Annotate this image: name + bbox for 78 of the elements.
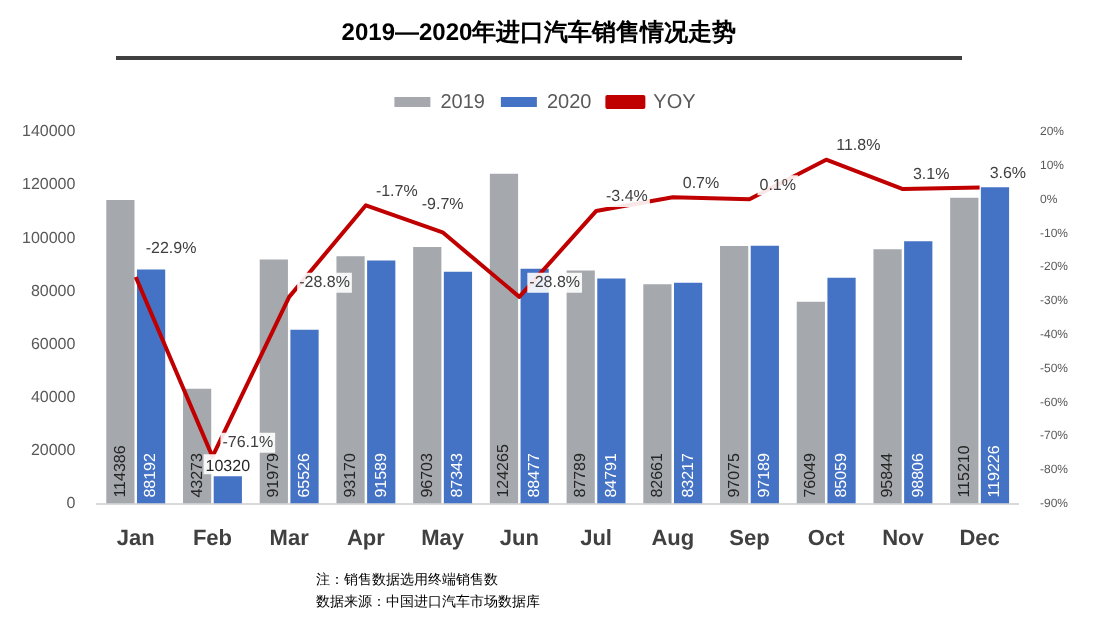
bar (106, 199, 135, 504)
y-tick-label: 120000 (21, 175, 77, 194)
data-label: 88192 (141, 452, 160, 498)
data-label: 98806 (908, 452, 927, 498)
data-label: 87789 (571, 452, 590, 498)
bar (367, 260, 396, 504)
data-label: -28.8% (529, 273, 581, 292)
data-label: -9.7% (421, 194, 464, 213)
data-label: 124265 (494, 443, 513, 498)
data-label: 0.7% (682, 173, 720, 192)
data-label: 119226 (985, 444, 1004, 498)
data-label: 93170 (340, 452, 359, 498)
data-label: 88477 (525, 452, 544, 498)
bar (443, 271, 473, 504)
data-label: -1.7% (375, 181, 418, 200)
bar (213, 476, 242, 504)
data-label: 3.6% (989, 163, 1027, 182)
data-label: 10320 (205, 456, 252, 475)
x-tick-label: Mar (269, 526, 311, 551)
bar (873, 249, 902, 504)
bar (904, 241, 933, 504)
bar (290, 329, 319, 504)
data-label: 84791 (601, 452, 620, 498)
legend-label: YOY (653, 91, 697, 114)
x-tick-label: Jun (499, 526, 540, 551)
x-tick-label: May (421, 526, 466, 551)
data-label: 83217 (678, 452, 697, 498)
bar (796, 301, 825, 504)
x-tick-label: Apr (346, 526, 387, 551)
x-tick-label: Sep (729, 526, 771, 551)
data-label: -22.9% (145, 239, 197, 258)
y-tick-label: 80000 (30, 281, 77, 300)
bar (980, 187, 1010, 504)
legend-label: 2020 (546, 91, 593, 114)
bar (750, 245, 779, 504)
x-tick-label: Aug (651, 526, 695, 551)
data-label: -3.4% (606, 187, 648, 206)
data-label: -76.1% (222, 433, 274, 452)
bar (413, 246, 442, 504)
data-label: 0.1% (759, 175, 796, 194)
x-tick-label: Jul (580, 526, 612, 551)
data-label: 43273 (187, 452, 206, 498)
data-label: 65526 (294, 452, 313, 498)
y-tick-label: 40000 (30, 387, 77, 406)
x-tick-label: Feb (192, 526, 233, 551)
bar (673, 282, 703, 504)
y-tick-label: 100000 (21, 228, 77, 247)
bar (720, 245, 749, 504)
y-tick-label: 60000 (30, 334, 77, 353)
data-label: 87343 (448, 452, 467, 498)
bar (489, 173, 519, 504)
y-tick-label: 20000 (30, 440, 77, 459)
data-label: 96703 (417, 452, 436, 498)
bar (597, 278, 626, 504)
bar (827, 277, 856, 504)
x-tick-label: Oct (807, 526, 846, 551)
bar (950, 197, 979, 504)
data-label: 114386 (110, 444, 129, 498)
y-tick-label: 0 (66, 494, 77, 513)
x-tick-label: Jan (116, 526, 156, 551)
bar (643, 284, 672, 504)
legend-label: 2019 (440, 91, 486, 114)
data-label: -28.8% (299, 273, 350, 292)
chart-title: 2019—2020年进口汽车销售情况走势 (116, 16, 962, 60)
data-label: 3.1% (912, 165, 950, 184)
data-label: 82661 (647, 452, 666, 498)
x-tick-label: Dec (959, 526, 1000, 551)
y-tick-label: 140000 (21, 122, 77, 141)
data-label: 91589 (371, 452, 390, 498)
x-tick-label: Nov (882, 526, 926, 551)
data-label: 115210 (954, 444, 973, 498)
data-label: 11.8% (836, 136, 881, 155)
data-label: 91979 (264, 452, 283, 498)
data-label: 97075 (724, 452, 743, 498)
data-label: 76049 (801, 452, 820, 498)
data-label: 97189 (755, 452, 774, 498)
data-label: 85059 (831, 452, 850, 498)
data-label: 95844 (877, 452, 896, 498)
